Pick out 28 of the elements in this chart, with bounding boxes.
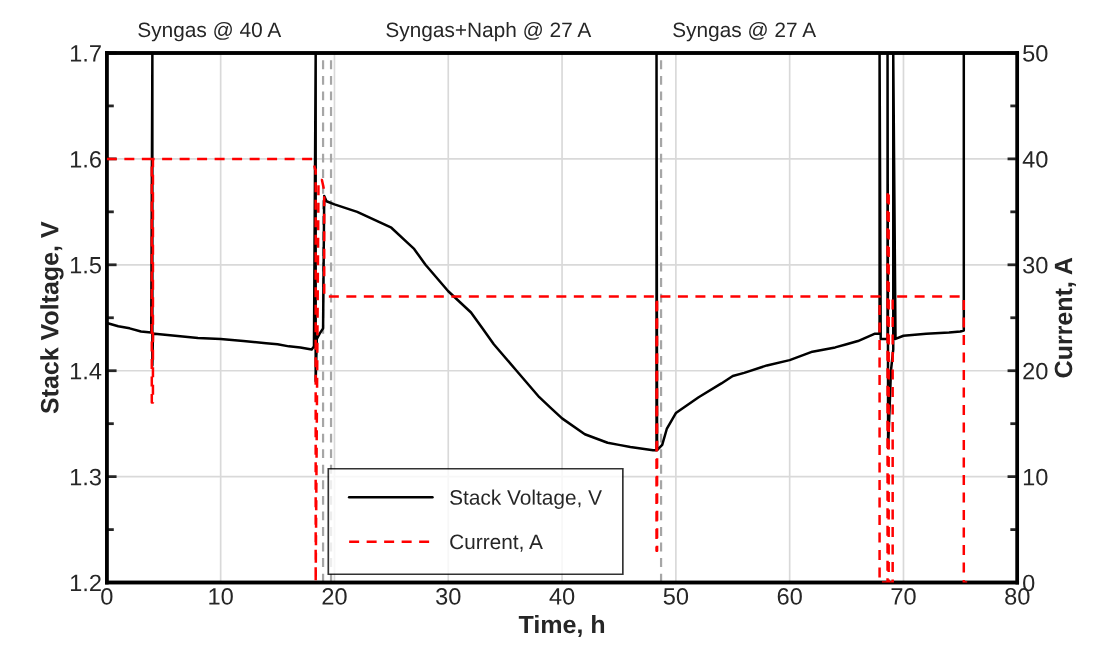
y-tick-label: 1.2 <box>70 574 101 592</box>
x-axis-title: Time, h <box>518 614 605 637</box>
y-axis-title: Stack Voltage, V <box>40 221 64 414</box>
y-tick-label: 1.6 <box>70 150 101 168</box>
x-tick-label: 50 <box>663 588 689 605</box>
x-tick-label: 30 <box>436 588 461 605</box>
text: Syngas @ 40 A <box>138 21 282 42</box>
y-tick-label: 1.7 <box>70 45 101 62</box>
y-tick-label: 1.3 <box>70 468 101 486</box>
text: Syngas @ 27 A <box>673 21 817 42</box>
line-series <box>106 157 969 583</box>
x-tick-label: 60 <box>777 588 802 605</box>
x-tick-label: 70 <box>891 588 916 605</box>
y2-axis-title: Current, A <box>1054 257 1076 378</box>
y-tick-label: 1.5 <box>70 257 101 274</box>
x-tick-label: 20 <box>322 588 347 605</box>
legend-label: Stack Voltage, V <box>450 489 602 509</box>
legend-label: Current, A <box>450 534 543 552</box>
x-tick-label: 0 <box>101 588 113 605</box>
y2-tick-label: 50 <box>1023 45 1048 62</box>
text: Syngas+Naph @ 27 A <box>386 21 592 42</box>
y2-tick-label: 40 <box>1022 150 1048 168</box>
x-tick-label: 40 <box>549 588 575 605</box>
y2-tick-label: 20 <box>1023 362 1048 380</box>
y-tick-label: 1.4 <box>70 363 102 380</box>
y2-tick-label: 10 <box>1023 468 1048 486</box>
y2-tick-label: 30 <box>1023 256 1048 274</box>
x-tick-label: 10 <box>209 588 233 605</box>
